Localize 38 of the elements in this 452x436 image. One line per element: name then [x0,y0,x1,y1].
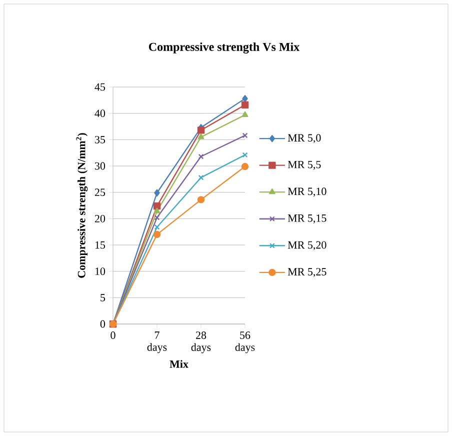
point [241,162,249,170]
point [198,133,204,140]
point [241,101,249,109]
legend-label: MR 5,5 [288,160,321,170]
y-tick-label: 20 [94,214,106,222]
legend-label: MR 5,20 [288,241,326,250]
x-axis-title: Mix [170,360,188,368]
y-tick-label: 35 [95,136,106,144]
point [242,94,248,102]
y-tick-label: 45 [94,83,106,91]
legend-label: MR 5,0 [288,134,321,144]
point [242,111,248,118]
y-tick-label: 30 [95,162,106,170]
legend-label: MR 5,15 [288,214,326,224]
x-tick-label: 0 [110,332,116,339]
chart-title: Compressive strength Vs Mix [148,42,300,54]
point [154,189,160,196]
y-tick-label: 40 [94,110,106,118]
y-tick-label: 0 [100,320,106,328]
legend-label: MR 5,10 [288,188,326,197]
y-tick-label: 25 [94,188,106,196]
point [153,202,161,210]
point [153,230,161,238]
y-tick-label: 5 [100,294,106,302]
y-tick-label: 15 [95,241,106,249]
point [154,208,160,214]
point [154,214,160,220]
point [198,174,204,180]
y-axis-title: Compressive strength (N/mm$^{2}$) [76,133,88,278]
point [154,224,160,230]
x-tick-label: 7 days [147,332,167,354]
legend-label: MR 5,25 [288,268,326,278]
point [198,154,204,160]
x-tick-label: 28 days [191,332,211,354]
x-tick-label: 56 days [235,332,255,354]
point [197,196,205,204]
y-tick-label: 10 [95,268,106,276]
point [197,126,205,134]
